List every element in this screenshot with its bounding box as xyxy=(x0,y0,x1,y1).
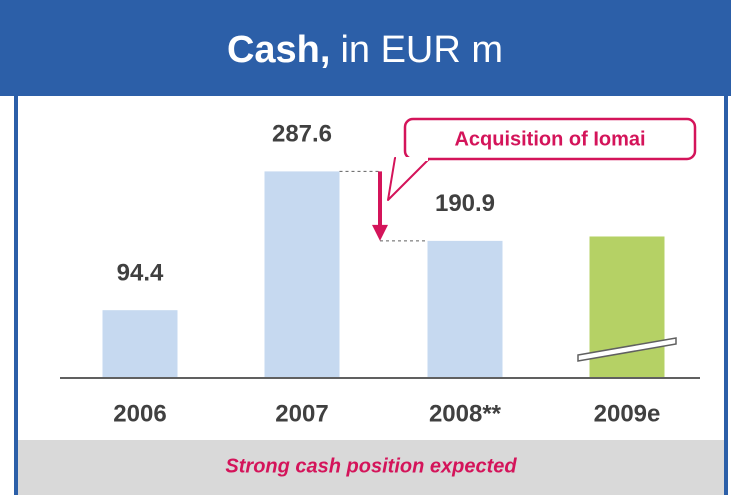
x-tick-label: 2006 xyxy=(113,400,166,427)
chart-title: Cash, in EUR m xyxy=(227,29,503,71)
x-tick-label: 2007 xyxy=(275,400,328,427)
left-border xyxy=(14,96,18,495)
callout-joint xyxy=(396,157,428,161)
value-label: 287.6 xyxy=(272,121,332,148)
bar xyxy=(102,310,178,378)
title-bold: Cash, xyxy=(227,29,330,71)
footer-band xyxy=(18,440,724,495)
value-label: 94.4 xyxy=(117,260,164,287)
bar xyxy=(427,240,503,378)
callout-text: Acquisition of Iomai xyxy=(454,128,645,150)
axis-break xyxy=(577,337,677,362)
x-tick-label: 2009e xyxy=(594,400,661,427)
value-label: 190.9 xyxy=(435,190,495,217)
footer-text: Strong cash position expected xyxy=(225,455,517,477)
header xyxy=(0,0,731,96)
right-border xyxy=(724,96,728,495)
plot: 94.4 2006 287.6 2007 190.9 2008** 2009e xyxy=(102,121,677,427)
title-rest: in EUR m xyxy=(340,29,503,71)
callout-box xyxy=(403,117,697,161)
drop-arrowhead xyxy=(372,224,388,241)
bar xyxy=(264,171,340,378)
x-tick-label: 2008** xyxy=(429,400,502,427)
